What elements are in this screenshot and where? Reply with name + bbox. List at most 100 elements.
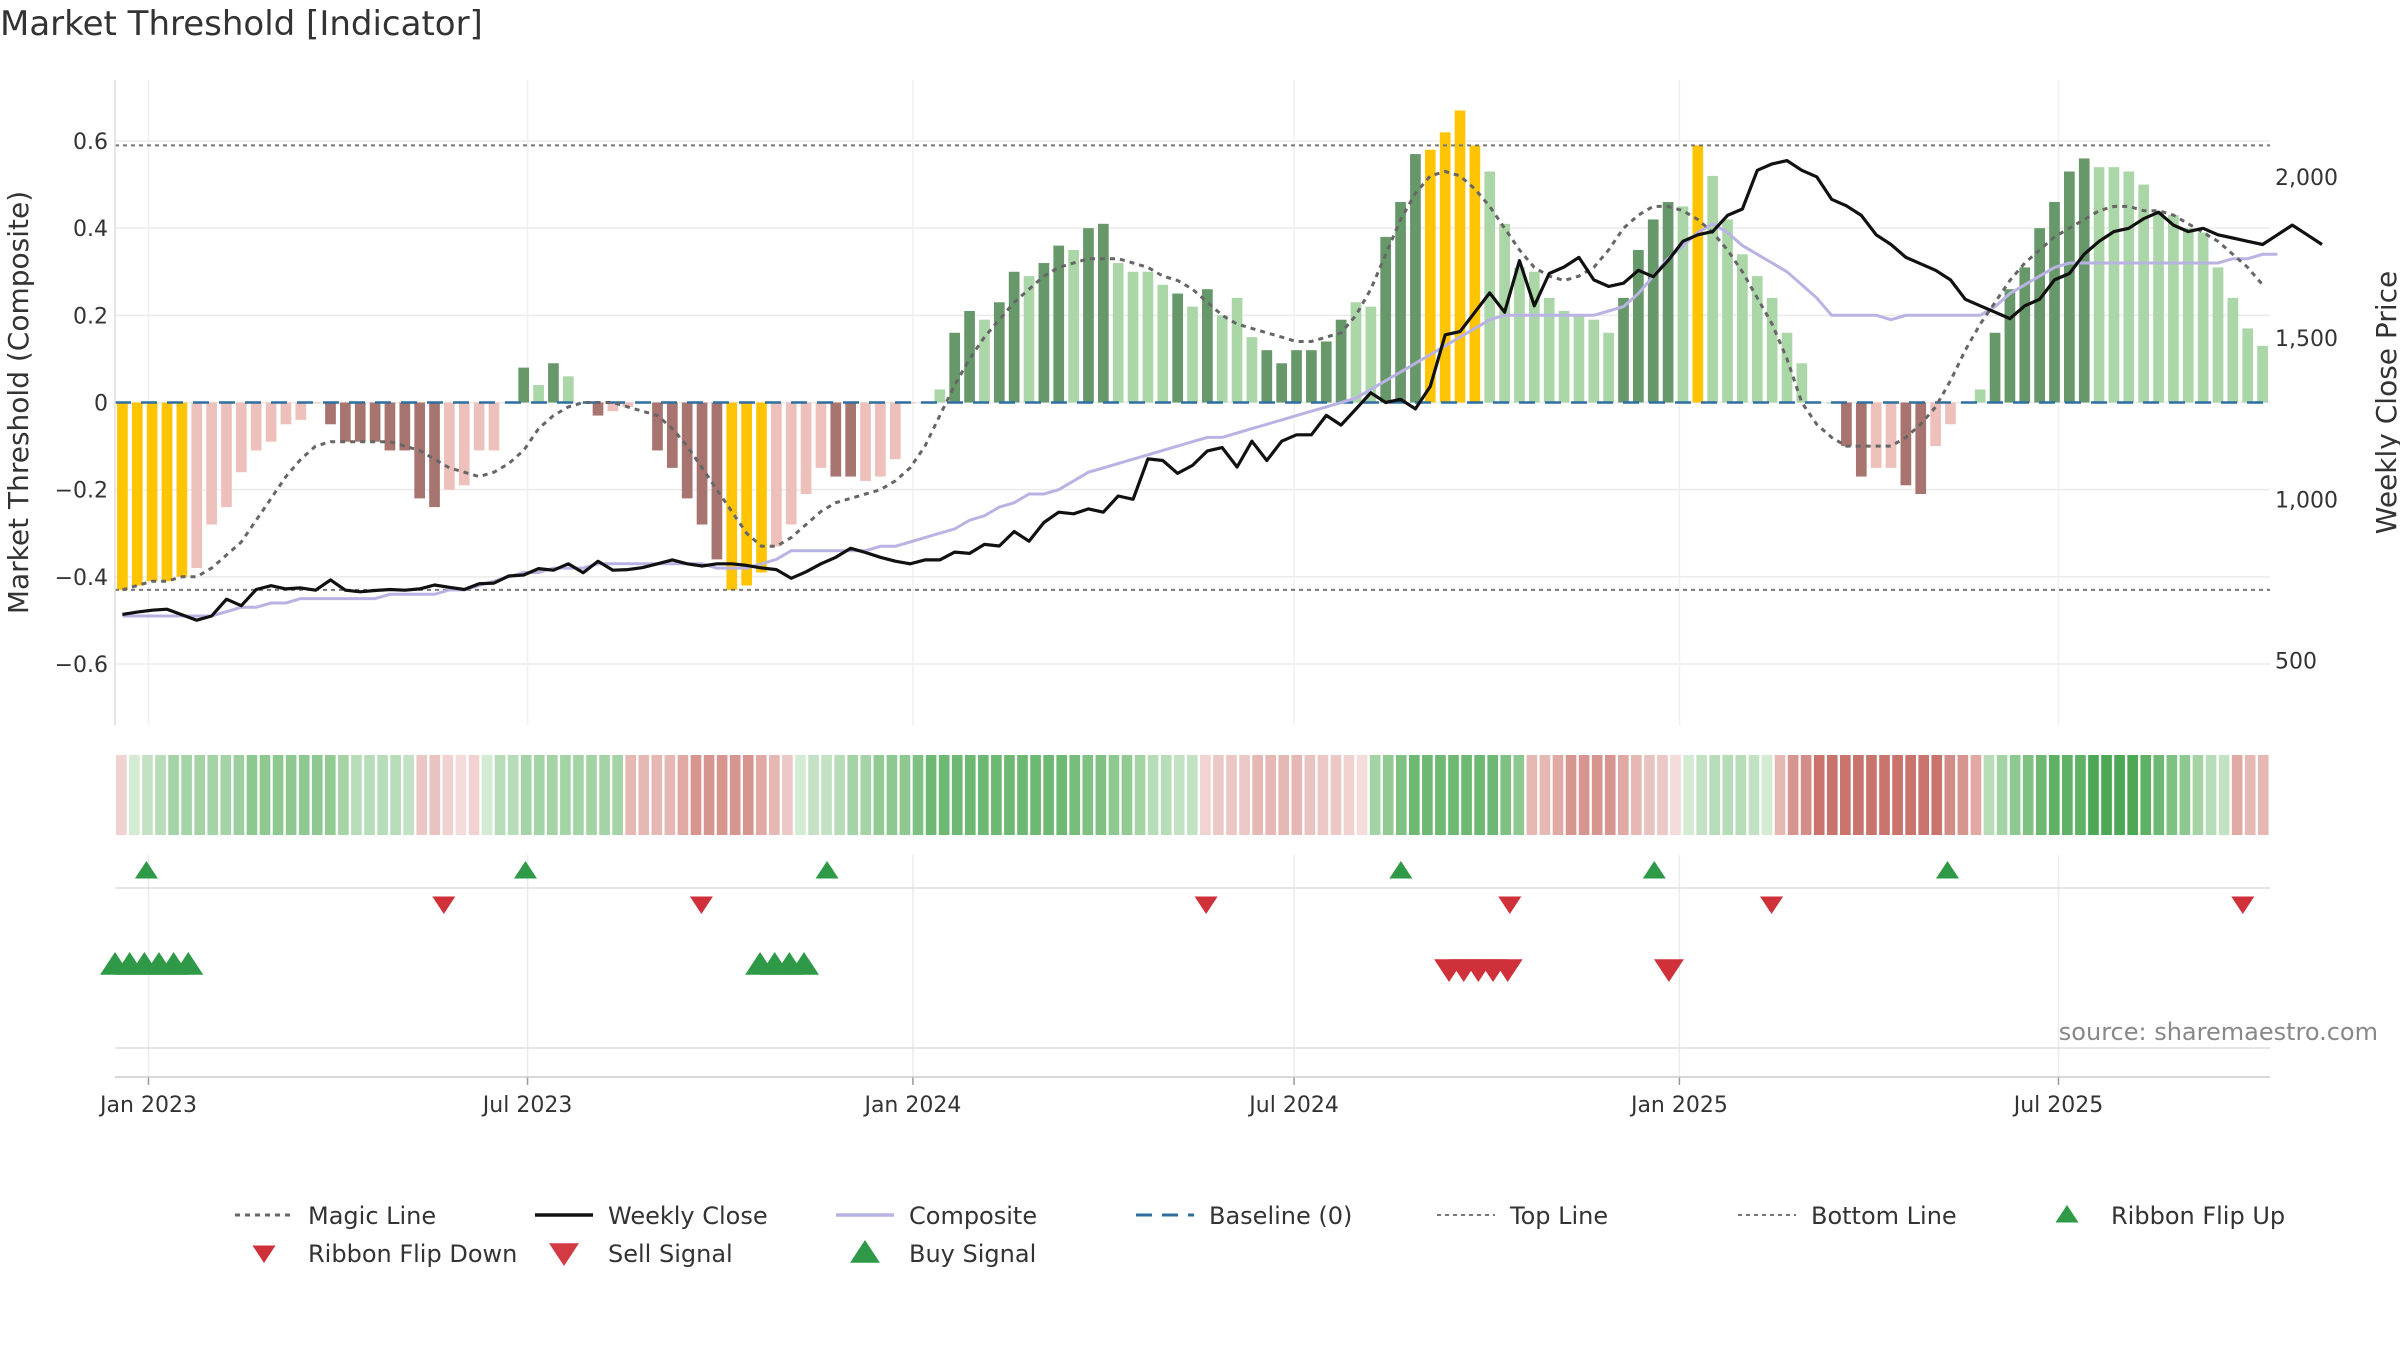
- composite-bar: [652, 402, 663, 451]
- composite-bar: [1841, 402, 1852, 447]
- ribbon-cell: [207, 755, 219, 835]
- legend-swatch: [549, 1243, 579, 1266]
- ribbon-cell: [2048, 755, 2060, 835]
- ribbon-cell: [834, 755, 845, 835]
- ribbon-cell: [729, 755, 741, 835]
- x-tick-label: Jul 2025: [2012, 1093, 2104, 1118]
- axes: 0.6 0.4 0.2 0 −0.2 −0.4 −0.6 500 1,000 1,500 2,000…: [2, 80, 2400, 1118]
- ribbon-cell: [1696, 755, 1707, 835]
- ribbon-cell: [1722, 755, 1734, 835]
- composite-bar: [1410, 154, 1421, 403]
- ribbon-cell: [1147, 755, 1159, 835]
- ribbon-cell: [1970, 755, 1982, 835]
- ribbon-cell: [690, 755, 702, 835]
- composite-bar: [1915, 402, 1927, 495]
- ribbon-cell: [2035, 755, 2047, 835]
- ribbon-cell: [259, 755, 271, 835]
- ribbon-cell: [364, 755, 375, 835]
- ribbon-cell: [573, 755, 584, 835]
- ribbon-flip-down-marker: [432, 896, 456, 914]
- ribbon-cell: [338, 755, 349, 835]
- ribbon-cell: [1853, 755, 1864, 835]
- legend-label: Magic Line: [308, 1202, 436, 1230]
- ribbon-cell: [311, 755, 323, 835]
- legend-item-baseline: Baseline (0): [1136, 1202, 1352, 1230]
- composite-bar: [191, 402, 203, 569]
- legend-label: Sell Signal: [608, 1240, 733, 1268]
- composite-bar: [1187, 306, 1198, 403]
- ribbon-cell: [2192, 755, 2204, 835]
- composite-bar: [1870, 402, 1882, 468]
- composite-bar: [1722, 219, 1733, 403]
- ribbon-cell: [1252, 755, 1263, 835]
- composite-bar: [518, 367, 530, 403]
- legend-label: Top Line: [1509, 1202, 1608, 1230]
- ribbon-flip-down-marker: [2231, 896, 2255, 914]
- ribbon-cell: [1879, 755, 1890, 835]
- ribbon-cell: [272, 755, 284, 835]
- ribbon-cell: [1983, 755, 1995, 835]
- ribbon-flip-up-marker: [1935, 861, 1959, 879]
- composite-bar: [1974, 389, 1986, 403]
- ribbon-cell: [2166, 755, 2178, 835]
- ribbon-cell: [429, 755, 441, 835]
- ribbon-cell: [1866, 755, 1877, 835]
- composite-bar: [1454, 110, 1466, 403]
- sell-signal-marker: [1492, 959, 1523, 982]
- ribbon-cell: [1657, 755, 1668, 835]
- legend-swatch: [850, 1240, 880, 1263]
- x-tick-label: Jul 2023: [481, 1093, 573, 1118]
- left-tick-label: 0: [94, 392, 108, 417]
- ribbon-cell: [455, 755, 467, 835]
- composite-bar: [1989, 332, 2001, 403]
- ribbon-cell: [1591, 755, 1603, 835]
- ribbon-cell: [2140, 755, 2152, 835]
- ribbon-cell: [1239, 755, 1250, 835]
- composite-bar: [2257, 345, 2268, 403]
- composite-bar: [1751, 276, 1763, 403]
- legend-item-sell: Sell Signal: [549, 1240, 733, 1268]
- ribbon-cell: [2101, 755, 2112, 835]
- composite-bar: [1261, 350, 1273, 403]
- ribbon-cell: [2075, 755, 2086, 835]
- composite-bar: [1142, 271, 1154, 403]
- composite-bar: [1335, 319, 1347, 403]
- x-tick-label: Jul 2024: [1247, 1093, 1339, 1118]
- legend-item-magic: Magic Line: [235, 1202, 436, 1230]
- ribbon-cell: [298, 755, 310, 835]
- right-axis-title: Weekly Close Price: [2370, 271, 2400, 534]
- composite-bar: [206, 402, 217, 525]
- composite-bar: [1528, 271, 1540, 403]
- ribbon-cell: [285, 755, 297, 835]
- composite-bar: [889, 402, 901, 460]
- ribbon-cell: [442, 755, 454, 835]
- composite-bar: [325, 402, 336, 425]
- ribbon-cell: [638, 755, 650, 835]
- composite-bar: [726, 402, 738, 590]
- ribbon-cell: [2179, 755, 2191, 835]
- ribbon-cell: [2244, 755, 2256, 835]
- ribbon-cell: [2114, 755, 2125, 835]
- left-tick-label: −0.2: [55, 479, 108, 504]
- composite-bar: [2093, 167, 2105, 403]
- composite-bar: [1380, 236, 1392, 403]
- right-tick-label: 1,500: [2275, 327, 2338, 352]
- composite-bar: [1350, 302, 1362, 403]
- composite-bar: [354, 402, 366, 442]
- composite-bar: [176, 402, 188, 577]
- composite-bar: [1766, 297, 1778, 403]
- composite-bar: [681, 402, 693, 499]
- composite-bar: [2153, 210, 2164, 403]
- ribbon-flip-up-marker: [134, 861, 158, 879]
- ribbon-cell: [1513, 755, 1525, 835]
- composite-bar: [399, 402, 411, 451]
- right-tick-label: 500: [2275, 650, 2317, 675]
- ribbon-cell: [1578, 755, 1590, 835]
- composite-bar: [1707, 175, 1719, 403]
- ribbon-flip-down-marker: [1498, 896, 1522, 914]
- ribbon-cell: [1461, 755, 1472, 835]
- composite-bar: [146, 402, 158, 582]
- ribbon-cell: [1683, 755, 1694, 835]
- ribbon-cell: [481, 755, 493, 835]
